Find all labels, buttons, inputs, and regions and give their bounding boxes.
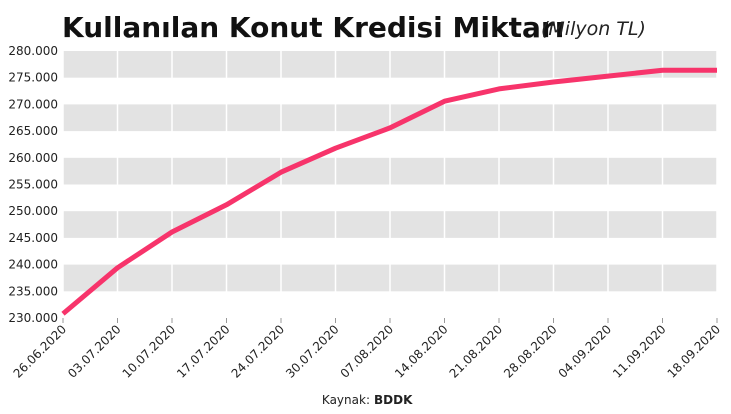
y-tick-label: 230.000 bbox=[8, 311, 58, 325]
x-tick-label: 14.08.2020 bbox=[392, 322, 450, 380]
y-tick-label: 270.000 bbox=[8, 97, 58, 111]
x-tick-label: 24.07.2020 bbox=[229, 322, 287, 380]
y-tick-label: 235.000 bbox=[8, 284, 58, 298]
x-tick-label: 04.09.2020 bbox=[556, 322, 614, 380]
y-tick-label: 265.000 bbox=[8, 124, 58, 138]
chart-title: Kullanılan Konut Kredisi Miktarı bbox=[62, 11, 564, 44]
x-tick-label: 30.07.2020 bbox=[283, 322, 341, 380]
x-tick-label: 10.07.2020 bbox=[120, 322, 178, 380]
source-label: Kaynak: bbox=[322, 393, 370, 407]
y-tick-label: 245.000 bbox=[8, 231, 58, 245]
x-tick-label: 28.08.2020 bbox=[501, 322, 559, 380]
y-tick-label: 250.000 bbox=[8, 204, 58, 218]
y-tick-label: 280.000 bbox=[8, 44, 58, 58]
x-tick-label: 03.07.2020 bbox=[65, 322, 123, 380]
chart-subtitle: (Milyon TL) bbox=[541, 18, 646, 40]
x-tick-label: 26.06.2020 bbox=[11, 322, 69, 380]
y-tick-label: 275.000 bbox=[8, 71, 58, 85]
x-tick-label: 21.08.2020 bbox=[447, 322, 505, 380]
y-tick-label: 240.000 bbox=[8, 258, 58, 272]
x-tick-label: 18.09.2020 bbox=[665, 322, 723, 380]
y-tick-label: 255.000 bbox=[8, 178, 58, 192]
x-tick-label: 07.08.2020 bbox=[338, 322, 396, 380]
x-tick-label: 11.09.2020 bbox=[610, 322, 668, 380]
y-tick-label: 260.000 bbox=[8, 151, 58, 165]
line bbox=[61, 67, 717, 316]
x-tick-label: 17.07.2020 bbox=[174, 322, 232, 380]
source: BDDK bbox=[374, 393, 413, 407]
